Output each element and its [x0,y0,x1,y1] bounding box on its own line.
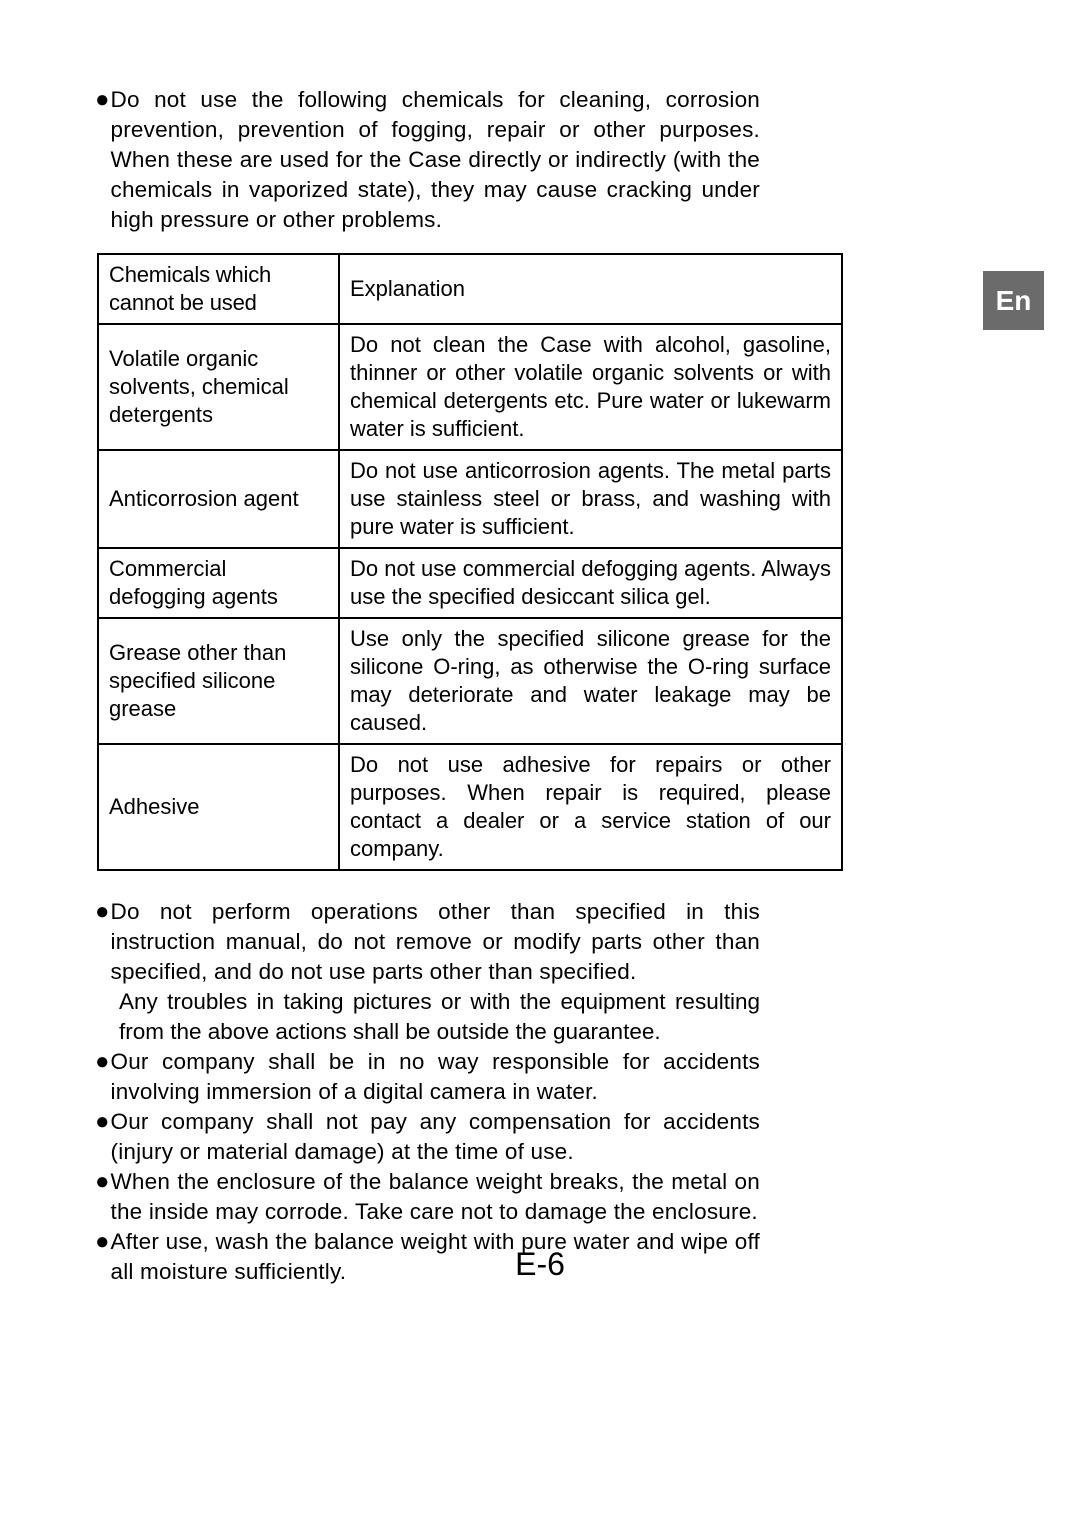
cell-chemical: Commercial defogging agents [98,548,339,618]
bullet-icon: ● [95,1107,110,1167]
col2-header: Explanation [339,254,842,324]
table-row: Adhesive Do not use adhesive for repairs… [98,744,842,870]
language-tab: En [983,271,1044,330]
col1-header: Chemicals which cannot be used [98,254,339,324]
cell-chemical: Adhesive [98,744,339,870]
page-number: E-6 [0,1246,1080,1283]
bullet-item: ● When the enclosure of the balance weig… [95,1167,760,1227]
chemicals-table: Chemicals which cannot be used Explanati… [97,253,843,871]
table-row: Commercial defogging agents Do not use c… [98,548,842,618]
intro-text: Do not use the following chemicals for c… [111,85,761,235]
bullet-item: ● Our company shall be in no way respons… [95,1047,760,1107]
bullet-icon: ● [95,1047,110,1107]
bullet-text: When the enclosure of the balance weight… [111,1167,761,1227]
intro-bullet: ● Do not use the following chemicals for… [95,85,760,235]
cell-explanation: Do not clean the Case with alcohol, gaso… [339,324,842,450]
table-row: Grease other than specified silicone gre… [98,618,842,744]
bullet-icon: ● [95,897,110,987]
cell-chemical: Grease other than specified silicone gre… [98,618,339,744]
cell-chemical: Anticorrosion agent [98,450,339,548]
bullet-text: Our company shall not pay any compensati… [111,1107,761,1167]
cell-explanation: Do not use commercial defogging agents. … [339,548,842,618]
bullet-icon: ● [95,85,110,235]
cell-explanation: Do not use adhesive for repairs or other… [339,744,842,870]
cell-explanation: Use only the specified silicone grease f… [339,618,842,744]
bullet-text: Our company shall be in no way responsib… [111,1047,761,1107]
page-content: ● Do not use the following chemicals for… [0,0,855,1287]
cell-explanation: Do not use anticorrosion agents. The met… [339,450,842,548]
bullet-continuation: Any troubles in taking pictures or with … [119,987,760,1047]
bullet-item: ● Do not perform operations other than s… [95,897,760,987]
cell-chemical: Volatile organic solvents, chemical dete… [98,324,339,450]
table-row: Anticorrosion agent Do not use anticorro… [98,450,842,548]
table-row: Volatile organic solvents, chemical dete… [98,324,842,450]
bullet-text: Do not perform operations other than spe… [111,897,761,987]
lower-bullet-list: ● Do not perform operations other than s… [95,897,760,1287]
bullet-icon: ● [95,1167,110,1227]
table-header-row: Chemicals which cannot be used Explanati… [98,254,842,324]
bullet-item: ● Our company shall not pay any compensa… [95,1107,760,1167]
